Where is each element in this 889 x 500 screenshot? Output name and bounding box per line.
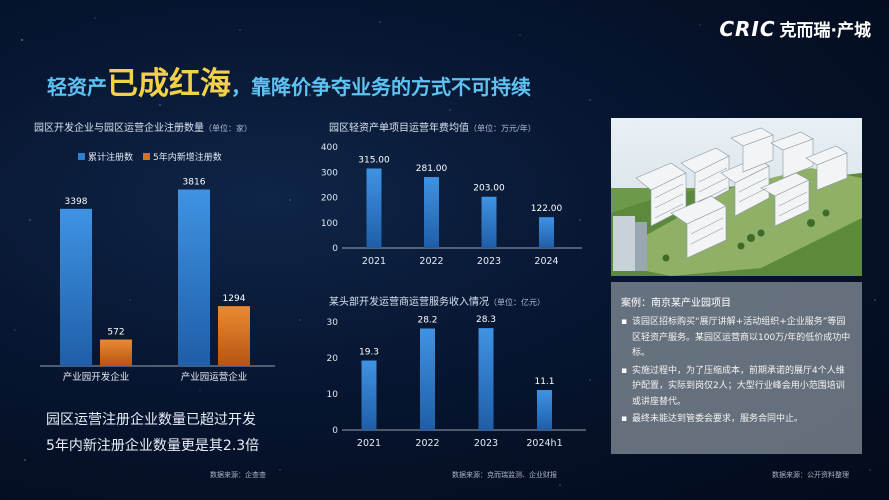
chart3-category-label: 2022 (415, 438, 439, 449)
chart2-value-label: 203.00 (473, 184, 505, 194)
summary-line1: 园区运营注册企业数量已超过开发 (46, 412, 256, 428)
legend-swatch-blue (78, 153, 85, 160)
chart3-value-label: 28.2 (417, 315, 437, 325)
case-list: 该园区招标购买“展厅讲解+活动组织+企业服务”等园区轻资产服务。某园区运营商以1… (621, 315, 852, 428)
chart3-y-tick-label: 20 (327, 354, 339, 364)
chart1-value-label: 1294 (223, 294, 246, 304)
case-source: 数据来源：公开资料整理 (772, 471, 849, 479)
legend-swatch-orange (143, 153, 151, 160)
legend-item-new: 5年内新增注册数 (143, 150, 222, 163)
chart1-value-label: 3398 (65, 197, 88, 207)
legend-label-cumulative: 累计注册数 (88, 153, 134, 163)
chart3-category-label: 2024h1 (526, 438, 562, 449)
chart3-bar (478, 328, 494, 430)
chart1-legend: 累计注册数 5年内新增注册数 (78, 150, 222, 163)
title-part1: 轻资产 (47, 75, 107, 99)
chart1-title-text: 园区开发企业与园区运营企业注册数量 (34, 123, 204, 134)
summary-text: 园区运营注册企业数量已超过开发 5年内新注册企业数量更是其2.3倍 (46, 407, 259, 459)
logo-chinese: 克而瑞·产城 (779, 21, 871, 41)
chart3-source: 数据来源：克而瑞监测、企业财报 (452, 471, 557, 479)
chart1-bar (218, 306, 250, 366)
title-part2: ，靠降价争夺业务的方式不可持续 (231, 75, 531, 99)
case-item: 最终未能达到管委会要求，服务合同中止。 (621, 412, 852, 428)
page-title: 轻资产已成红海，靠降价争夺业务的方式不可持续 (47, 58, 531, 103)
chart1-bar (100, 339, 132, 366)
chart2-bar-chart: 0 100 200 300 400 315.00 2021 281.00 2022 203.00 2… (321, 143, 582, 267)
chart2-category-label: 2024 (534, 256, 558, 267)
chart3-y-tick-label: 0 (332, 426, 338, 436)
legend-label-new: 5年内新增注册数 (153, 153, 222, 163)
chart3-bar (420, 328, 435, 430)
chart1-unit: （单位：家） (204, 124, 252, 133)
chart2-y-tick-label: 400 (321, 143, 338, 153)
case-study-box: 案例：南京某产业园项目 该园区招标购买“展厅讲解+活动组织+企业服务”等园区轻资… (611, 282, 862, 454)
chart3-title-text: 某头部开发运营商运营服务收入情况 (329, 297, 489, 308)
chart3-bar (361, 360, 377, 430)
chart1-bar (178, 189, 210, 366)
cric-logo: CRIC 克而瑞·产城 (719, 16, 871, 41)
chart2-y-tick-label: 0 (332, 244, 338, 254)
title-highlight: 已成红海 (107, 66, 231, 102)
chart3-y-tick-label: 30 (327, 318, 339, 328)
industrial-park-aerial-image (611, 118, 862, 276)
case-item: 该园区招标购买“展厅讲解+活动组织+企业服务”等园区轻资产服务。某园区运营商以1… (621, 315, 852, 362)
chart3-y-tick-label: 10 (327, 390, 339, 400)
chart2-category-label: 2023 (477, 256, 501, 267)
case-title: 案例：南京某产业园项目 (621, 298, 731, 309)
chart1-bar-chart: 3398 572 产业园开发企业 3816 1294 产业园运营企业 (40, 178, 275, 383)
case-item: 实施过程中，为了压缩成本，前期承诺的展厅4个人维护配置，实际到岗仅2人；大型行业… (621, 364, 852, 411)
chart2-bar (481, 196, 497, 248)
chart2-category-label: 2022 (419, 256, 443, 267)
chart1-bar (60, 208, 92, 366)
chart2-y-tick-label: 200 (321, 194, 338, 204)
chart2-title-text: 园区轻资产单项目运营年费均值 (329, 123, 469, 134)
chart2-category-label: 2021 (362, 256, 386, 267)
chart2-bar (366, 168, 382, 248)
chart2-value-label: 315.00 (358, 155, 390, 165)
summary-line2: 5年内新注册企业数量更是其2.3倍 (46, 438, 260, 454)
logo-wordmark: CRIC (719, 17, 776, 41)
chart2-value-label: 122.00 (531, 204, 563, 214)
chart1-source: 数据来源：企查查 (210, 471, 266, 479)
chart3-category-label: 2023 (474, 438, 498, 449)
chart1-category-label: 产业园开发企业 (63, 371, 130, 383)
legend-item-cumulative: 累计注册数 (78, 150, 133, 163)
chart2-title: 园区轻资产单项目运营年费均值（单位：万元/年） (329, 119, 536, 134)
chart3-unit: （单位：亿元） (489, 298, 545, 307)
chart3-value-label: 28.3 (476, 315, 496, 325)
chart1-value-label: 3816 (183, 178, 206, 188)
chart1-value-label: 572 (107, 328, 124, 338)
chart2-y-tick-label: 100 (321, 219, 338, 229)
chart2-y-tick-label: 300 (321, 168, 338, 178)
chart2-value-label: 281.00 (416, 164, 448, 174)
chart3-bar (537, 390, 552, 430)
chart3-category-label: 2021 (357, 438, 381, 449)
chart3-bar-chart: 0 10 20 30 19.3 2021 28.2 2022 28.3 2023 11.1 2024h… (327, 315, 586, 449)
chart2-unit: （单位：万元/年） (469, 124, 536, 133)
chart2-bar (539, 217, 554, 248)
chart2-bar (424, 177, 439, 248)
chart3-value-label: 19.3 (359, 348, 379, 358)
chart1-title: 园区开发企业与园区运营企业注册数量（单位：家） (34, 119, 252, 134)
chart3-title: 某头部开发运营商运营服务收入情况（单位：亿元） (329, 293, 545, 308)
chart1-category-label: 产业园运营企业 (181, 371, 248, 383)
chart3-value-label: 11.1 (534, 377, 554, 387)
